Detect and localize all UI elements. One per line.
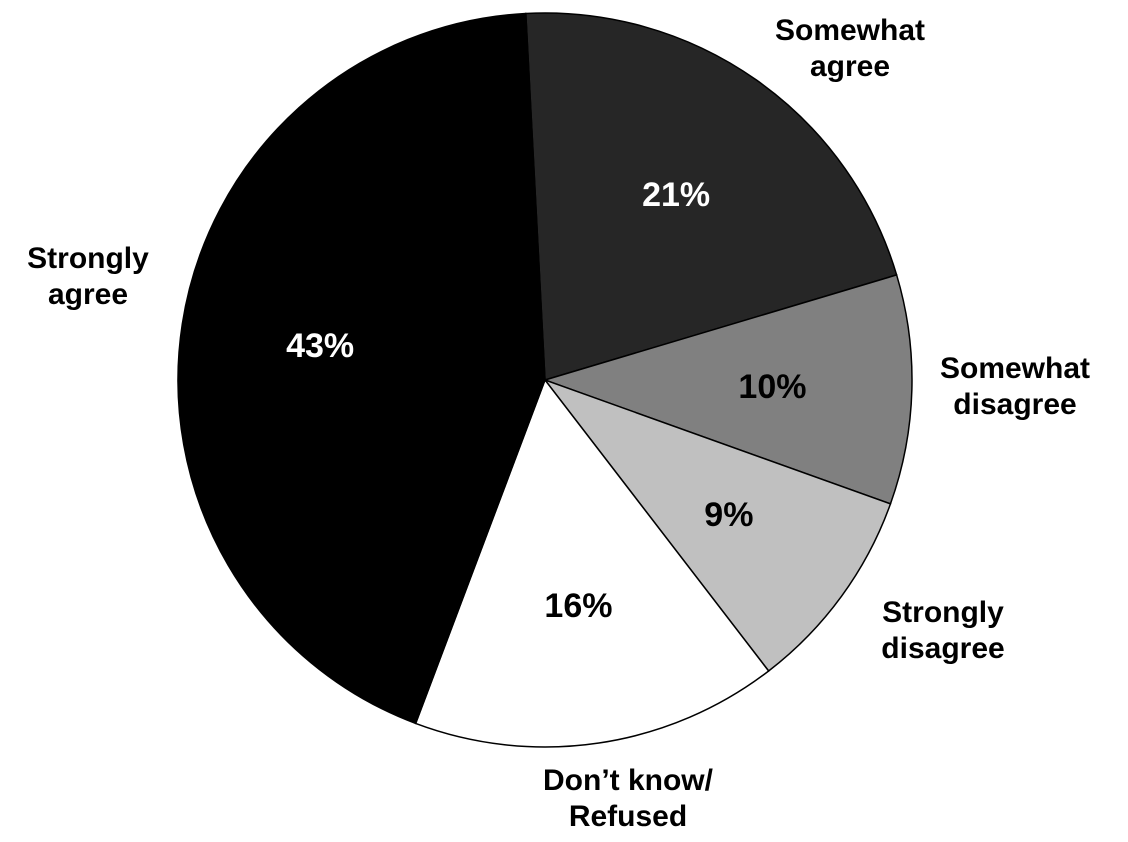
pie-slices: [177, 12, 913, 748]
slice-category-label-line: disagree: [953, 388, 1076, 421]
slice-category-label-line: Don’t know/: [543, 764, 714, 797]
slice-value-label: 21%: [642, 176, 710, 214]
slice-category-label-line: disagree: [881, 632, 1004, 665]
pie-slice: [177, 12, 546, 725]
slice-category-label-line: Somewhat: [940, 352, 1090, 385]
pie-slice: [525, 12, 898, 381]
slice-category-label-line: Strongly: [882, 596, 1004, 629]
slice-category-label-line: Strongly: [27, 242, 149, 275]
slice-category-label: Somewhat agree: [775, 14, 925, 83]
slice-category-label-line: agree: [48, 278, 128, 311]
slice-category-label-line: Refused: [569, 800, 687, 833]
slice-category-label-line: Somewhat: [775, 14, 925, 47]
value-labels: 21% 10% 9% 16% 43%: [286, 176, 806, 625]
slice-category-label: Somewhat disagree: [940, 352, 1090, 421]
slice-value-label: 16%: [544, 587, 612, 625]
pie-slice: [542, 273, 913, 505]
slice-category-label: Strongly disagree: [881, 596, 1004, 665]
slice-category-label: Don’t know/Refused: [543, 764, 714, 833]
pie-slice: [414, 378, 770, 748]
slice-value-label: 43%: [286, 327, 354, 365]
slice-category-label-line: agree: [810, 50, 890, 83]
slice-category-label: Strongly agree: [27, 242, 149, 311]
slice-value-label: 10%: [738, 368, 806, 406]
slice-value-label: 9%: [704, 496, 753, 534]
pie-slice: [542, 378, 892, 673]
